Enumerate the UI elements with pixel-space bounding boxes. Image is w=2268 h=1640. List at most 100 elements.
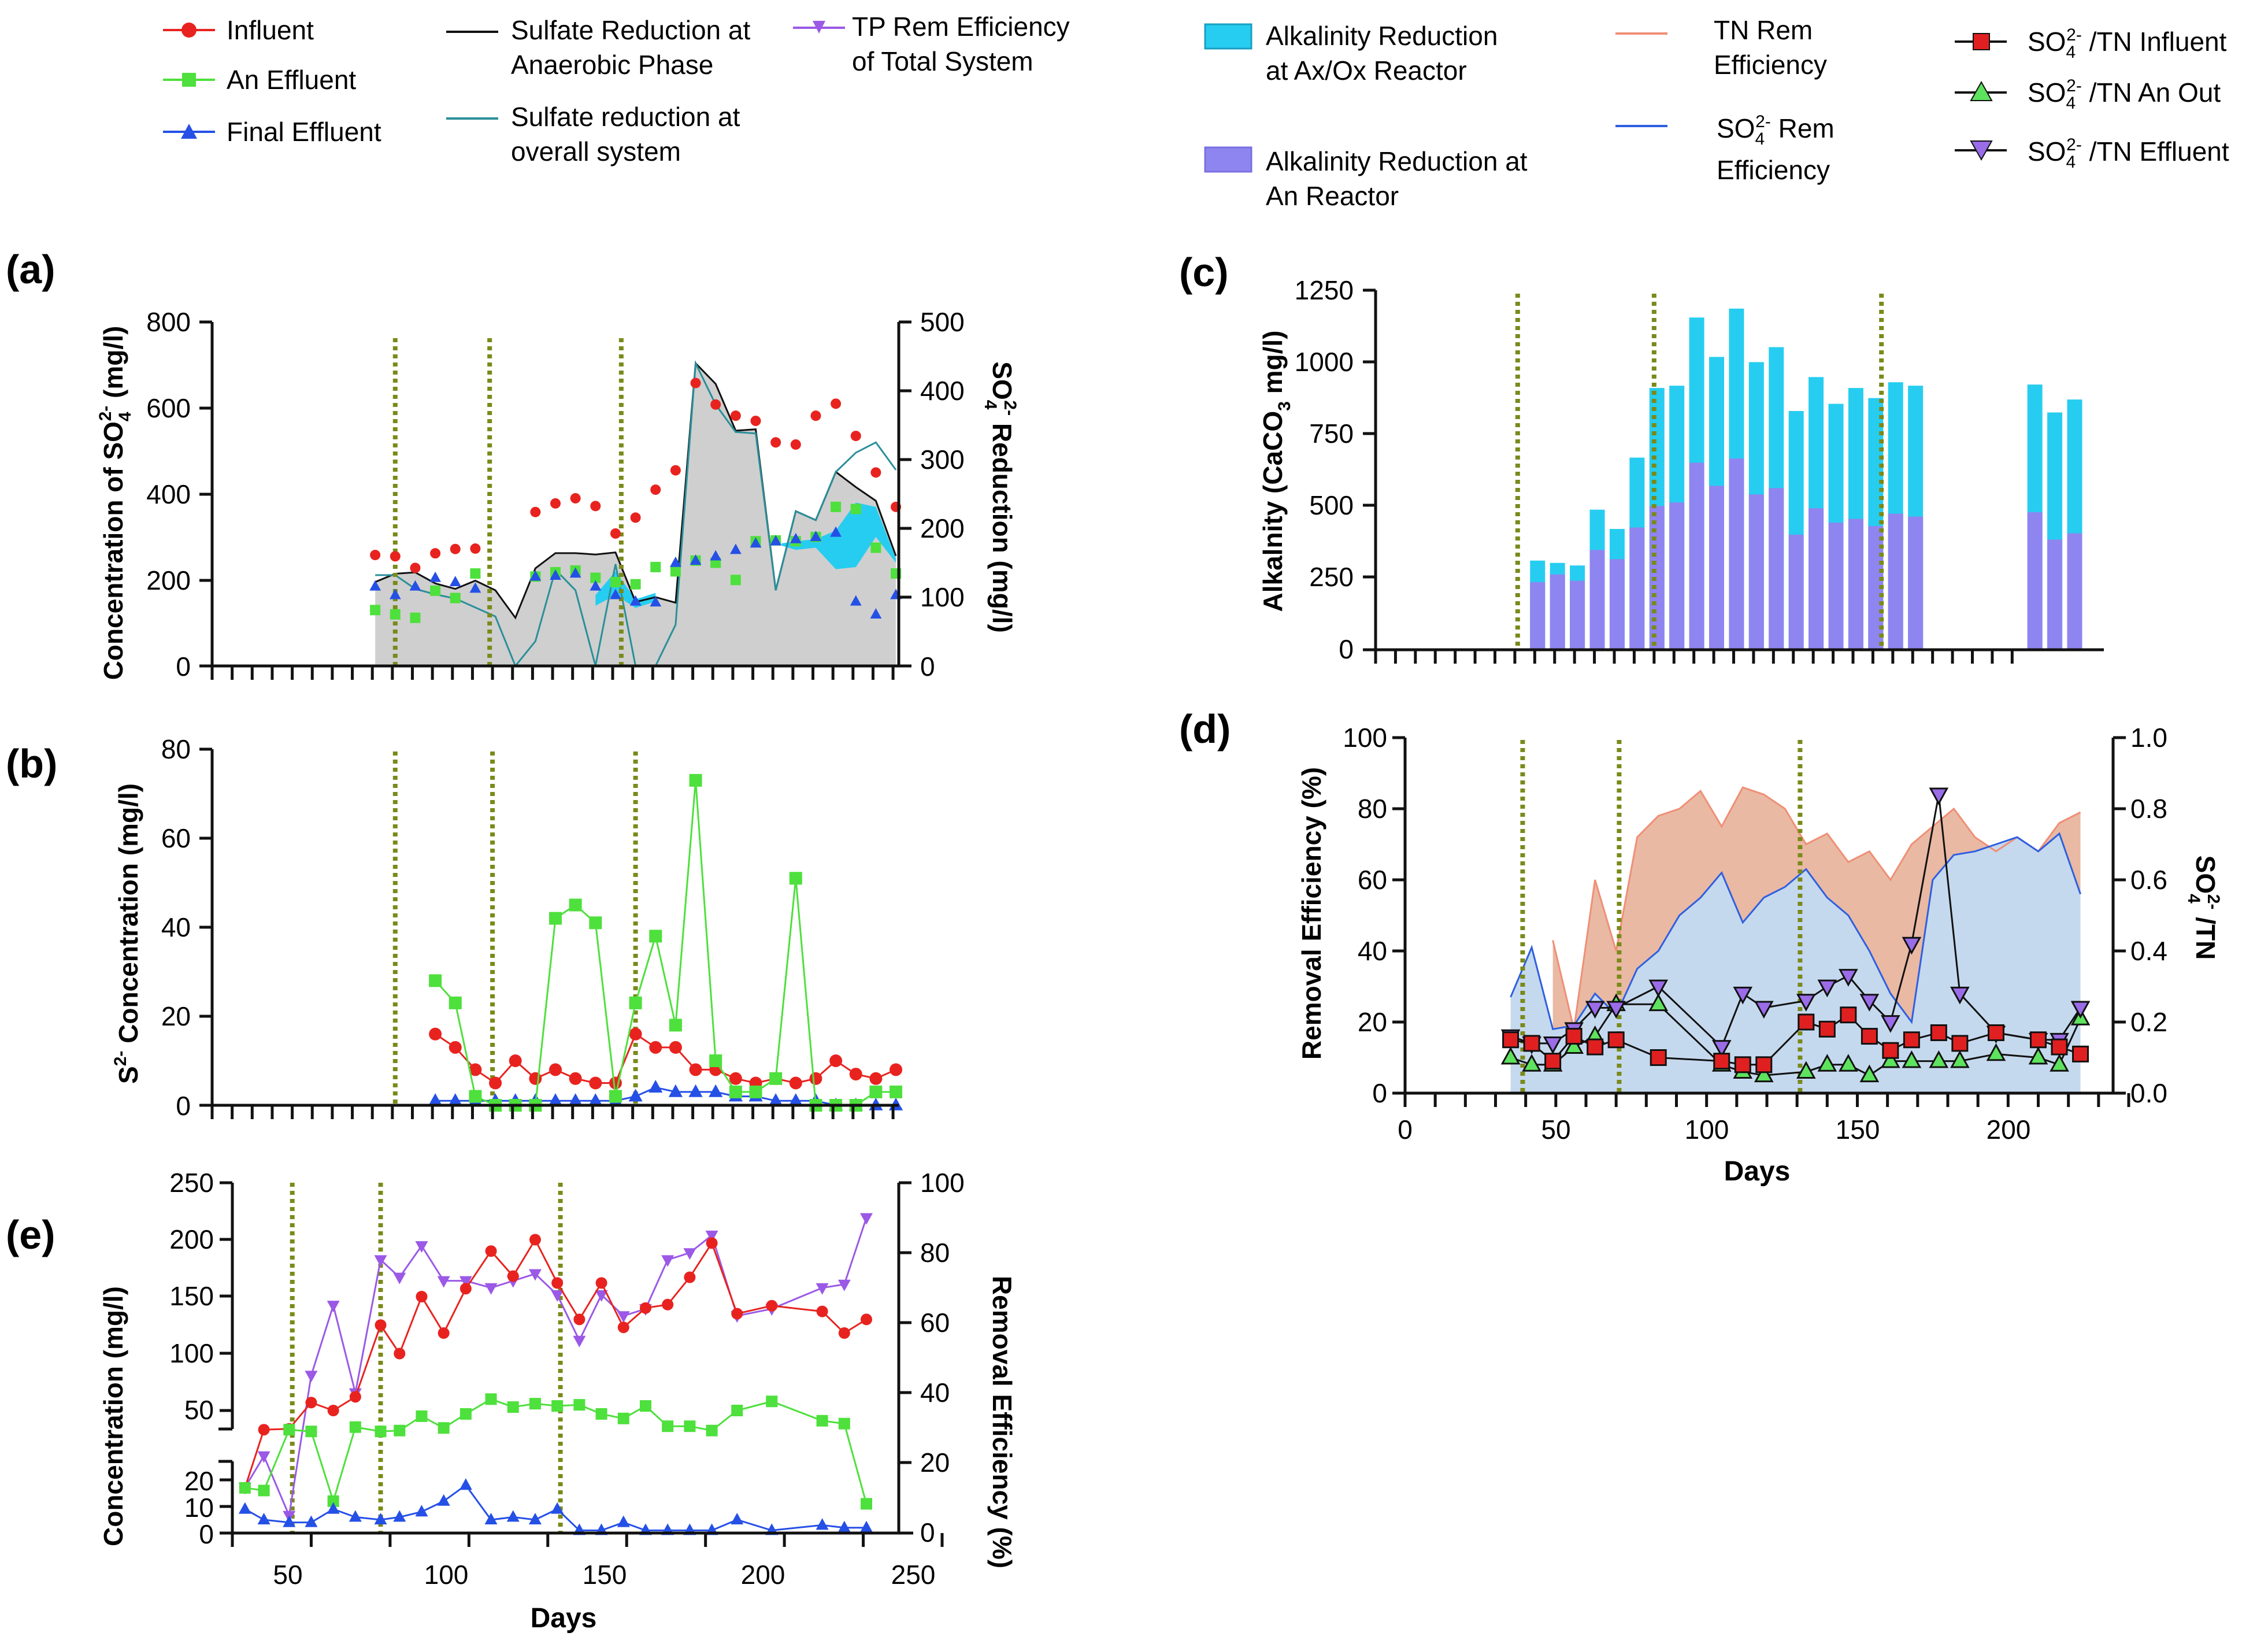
ratio-influent-point <box>2051 1038 2068 1056</box>
an-effluent-point <box>394 1424 406 1437</box>
panel-b: (b) S2- Concentration (mg/l) 80 60 40 20… <box>6 734 903 1121</box>
ratio-effluent-point <box>1881 1015 1900 1033</box>
panel-b-left-ticks: 80 60 40 20 0 <box>161 734 191 1121</box>
influent-point <box>449 1041 462 1054</box>
panel-e-xtick: 100 <box>424 1560 469 1590</box>
final-effluent-point <box>688 1084 703 1097</box>
legend-alk-an-line1: Alkalinity Reduction at <box>1266 146 1528 176</box>
tp-rem-point <box>484 1283 498 1295</box>
influent-point <box>327 1405 339 1416</box>
panel-a: (a) Concentration of SO42- (mg/l) SO42- … <box>6 247 1020 682</box>
final-effluent-point <box>670 556 681 567</box>
panel-c: (c) Alkalnity (CaCO3 mg/l) 1250 1000 750… <box>1179 250 2104 664</box>
tp-rem-point <box>617 1311 630 1323</box>
panel-e-label: (e) <box>6 1212 55 1257</box>
alkalinity-an-bar <box>1908 516 1924 650</box>
final-effluent-point <box>770 535 782 546</box>
panel-d-ytick-right: 1.0 <box>2130 723 2167 753</box>
tp-rem-line <box>244 1217 868 1519</box>
influent-point <box>831 398 842 409</box>
panel-b-ytick: 40 <box>161 912 191 942</box>
influent-point <box>816 1305 828 1317</box>
final-effluent-point <box>550 569 561 580</box>
final-effluent-point <box>590 580 602 591</box>
final-effluent-point <box>729 543 742 554</box>
ratio-effluent-point <box>1648 979 1669 998</box>
final-effluent-point <box>428 1093 443 1106</box>
an-effluent-point <box>349 1421 361 1433</box>
an-effluent-point <box>573 1399 585 1411</box>
tp-rem-point <box>327 1301 340 1313</box>
panel-e-ytick: 50 <box>184 1395 214 1425</box>
an-effluent-point <box>429 974 442 987</box>
influent-point <box>890 1063 903 1076</box>
final-effluent-point <box>588 1093 603 1106</box>
panel-b-ytick: 60 <box>161 823 191 853</box>
alkalinity-an-bar <box>1689 462 1704 650</box>
influent-point <box>750 416 761 427</box>
tn-rem-line <box>1552 786 2081 1030</box>
an-effluent-point <box>507 1401 519 1413</box>
legend-tn-rem: TN Rem Efficiency <box>1615 15 1827 80</box>
an-effluent-point <box>590 572 601 583</box>
final-effluent-point <box>610 588 621 599</box>
final-effluent-point <box>731 1513 744 1524</box>
panel-d-ylabel-left: Removal Efficiency (%) <box>1296 767 1326 1060</box>
an-effluent-point <box>684 1420 696 1432</box>
panel-e-xtick: 150 <box>583 1560 627 1590</box>
panel-d-ytick-right: 0.8 <box>2130 794 2167 824</box>
final-effluent-point <box>374 1513 387 1524</box>
influent-point <box>861 1313 873 1326</box>
final-effluent-point <box>810 531 822 542</box>
final-effluent-point <box>830 526 842 537</box>
an-effluent-point <box>789 872 802 885</box>
panel-e-ytick-right: 40 <box>920 1378 950 1408</box>
ratio-influent-point <box>1713 1053 1730 1070</box>
legend-ratio-an-out: SO42- /TN An Out <box>1955 76 2221 113</box>
influent-point <box>731 1308 743 1320</box>
tp-rem-point <box>683 1248 696 1260</box>
influent-point <box>450 543 461 554</box>
an-effluent-point <box>470 568 481 579</box>
an-effluent-point <box>639 1400 651 1412</box>
panel-e-ytick: 250 <box>169 1168 214 1198</box>
tp-rem-point <box>661 1255 675 1267</box>
tp-rem-point <box>415 1241 428 1253</box>
ratio-an-out-point <box>1881 1050 1900 1068</box>
tp-rem-point <box>705 1230 718 1242</box>
ratio-an-out-point <box>1950 1050 1970 1068</box>
panel-a-ylabel-left: Concentration of SO42- (mg/l) <box>96 326 135 680</box>
panel-a-ytick: 200 <box>146 565 191 595</box>
panel-d-xtick: 100 <box>1685 1115 1729 1145</box>
final-effluent-point <box>551 1502 564 1514</box>
final-effluent-point <box>409 580 421 591</box>
panel-d-xtick: 50 <box>1541 1115 1570 1145</box>
an-effluent-point <box>327 1495 339 1507</box>
panel-d-ytick: 60 <box>1358 865 1387 895</box>
ratio-influent-point <box>1951 1035 1969 1052</box>
influent-point <box>573 1313 585 1326</box>
an-effluent-point <box>469 1090 482 1103</box>
panel-e-ylabel-right: Removal Efficiency (%) <box>987 1276 1017 1568</box>
influent-point <box>829 1054 843 1067</box>
panel-d-ytick-right: 0.4 <box>2130 936 2167 966</box>
panel-e-xtick: 50 <box>273 1560 302 1590</box>
ratio-effluent-point <box>1585 1001 1605 1019</box>
an-effluent-point <box>370 605 381 616</box>
an-effluent-point <box>731 1405 743 1416</box>
panel-d-label: (d) <box>1179 706 1231 751</box>
final-effluent-point <box>816 1518 829 1530</box>
an-effluent-point <box>459 1408 472 1420</box>
an-effluent-point <box>438 1422 450 1434</box>
an-effluent-point <box>529 1398 541 1410</box>
ratio-effluent-point <box>1950 986 1970 1005</box>
tp-rem-point <box>595 1290 608 1302</box>
influent-point <box>649 1041 662 1054</box>
final-effluent-point <box>437 1494 450 1506</box>
influent-point <box>410 562 421 573</box>
legend-influent: Influent <box>163 15 314 45</box>
an-effluent-point <box>670 566 681 577</box>
legend-tn-rem-line2: Efficiency <box>1714 50 1827 80</box>
panel-d-plot <box>1392 736 2130 1107</box>
an-effluent-point <box>549 912 562 925</box>
